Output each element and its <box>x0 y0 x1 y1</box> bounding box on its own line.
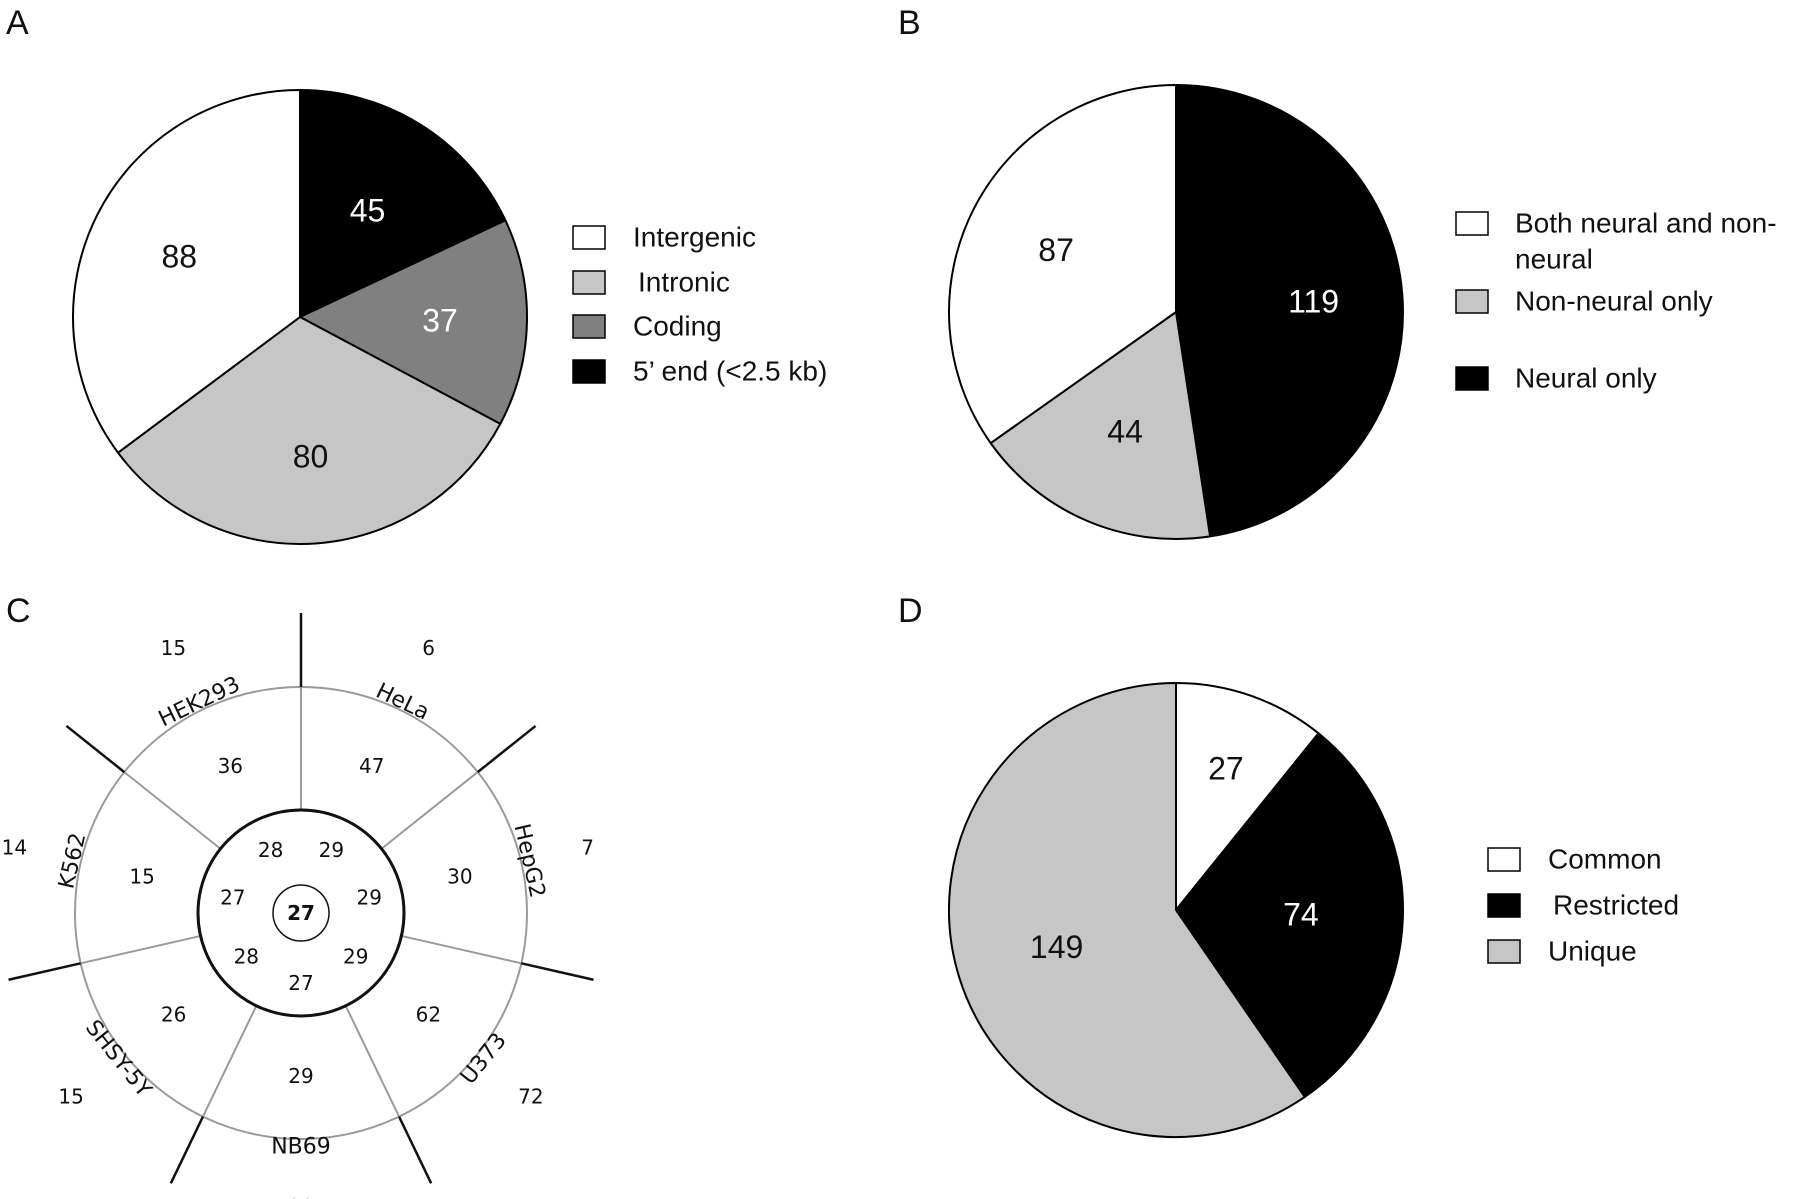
middle-value-shsy-5y: 26 <box>161 1003 186 1027</box>
inner-value-nb69: 27 <box>288 971 313 995</box>
pie-slice-both-neural-and-non-neural <box>948 84 1177 445</box>
cell-line-name-u373: U373 <box>456 1028 512 1089</box>
inner-value-k562: 27 <box>220 885 245 909</box>
middle-value-u373: 62 <box>416 1003 441 1027</box>
legend-label-non-neural-only: Non-neural only <box>1515 286 1713 317</box>
panel-letter-c: C <box>6 592 31 630</box>
pie-slice-non-neural-only <box>989 311 1212 540</box>
panel-letter-b: B <box>898 4 921 42</box>
pie-slice-common <box>1175 682 1320 911</box>
legend-swatch-coding <box>572 314 606 339</box>
pie-slice-unique <box>948 682 1306 1138</box>
legend-label-coding: Coding <box>633 311 722 342</box>
pie-slice-intronic <box>117 316 502 545</box>
slice-value-5-end-2-5-kb: 45 <box>350 193 386 229</box>
cell-line-name-shsy-5y: SHSY-5Y <box>80 1016 156 1103</box>
inner-value-hepg2: 29 <box>356 885 381 909</box>
outer-value-hela: 6 <box>422 636 435 660</box>
legend-label-both-neural-and-non: Both neural and non- <box>1515 208 1777 239</box>
sector-divider <box>401 934 522 965</box>
legend-label-neural-only: Neural only <box>1515 363 1657 394</box>
sector-divider <box>80 934 201 965</box>
center-value: 27 <box>287 901 315 925</box>
center-circle <box>272 884 330 942</box>
inner-value-hek293: 28 <box>258 838 283 862</box>
outer-value-u373: 72 <box>518 1084 543 1108</box>
pie-slice-5-end-2-5-kb <box>299 89 507 318</box>
sector-divider <box>344 1005 400 1118</box>
panel-letter-d: D <box>898 592 923 630</box>
slice-value-common: 27 <box>1208 751 1244 787</box>
middle-value-nb69: 29 <box>288 1064 313 1088</box>
inner-value-u373: 29 <box>343 945 368 969</box>
legend-swatch-restricted <box>1487 893 1521 918</box>
pie-slice-coding <box>299 219 529 425</box>
pie-chart-d: 27 74 149 <box>948 682 1404 1138</box>
cell-line-name-hek293: HEK293 <box>155 672 244 732</box>
slice-value-neural-only: 119 <box>1288 284 1339 320</box>
middle-value-hepg2: 30 <box>447 865 472 889</box>
legend-swatch-5-end-2-5-kb <box>572 359 606 384</box>
middle-value-hela: 47 <box>359 754 384 778</box>
sector-divider <box>202 1005 258 1118</box>
legend-label-5-end-2-5-kb: 5’ end (<2.5 kb) <box>633 356 827 387</box>
sector-spoke <box>169 1116 205 1184</box>
pie-chart-b: 119 44 87 <box>948 84 1404 540</box>
cell-line-name-hela: HeLa <box>372 679 433 726</box>
sector-spoke <box>8 962 81 981</box>
slice-value-intergenic: 88 <box>162 239 198 275</box>
legend-swatch-neural-only <box>1455 366 1489 391</box>
sector-divider <box>123 771 222 850</box>
legend-swatch-non-neural-only <box>1455 289 1489 314</box>
middle-value-hek293: 36 <box>218 754 243 778</box>
inner-value-shsy-5y: 28 <box>234 945 259 969</box>
panel-letter-a: A <box>6 4 29 42</box>
slice-value-both-neural-and-non-neural: 87 <box>1038 232 1074 268</box>
cell-line-name-nb69: NB69 <box>271 1135 331 1160</box>
legend-label-common: Common <box>1548 844 1662 875</box>
legend-label-neural: neural <box>1515 244 1593 275</box>
legend-swatch-both-neural-and-non-neural <box>1455 211 1489 236</box>
cell-line-name-hepg2: HepG2 <box>509 822 550 901</box>
legend-label-intronic: Intronic <box>638 267 730 298</box>
legend-swatch-intronic <box>572 270 606 295</box>
pie-slice-restricted <box>1175 732 1404 1098</box>
outer-value-shsy-5y: 15 <box>58 1084 83 1108</box>
legend-label-restricted: Restricted <box>1553 890 1679 921</box>
sector-spoke <box>397 1116 433 1184</box>
legend-label-intergenic: Intergenic <box>633 222 756 253</box>
legend-b: Both neural and non-neural Non-neural onl… <box>1455 208 1777 394</box>
legend-swatch-common <box>1487 847 1521 872</box>
legend-a: Intergenic Intronic Coding 5’ end (<2.5 kb) <box>572 222 827 387</box>
slice-value-coding: 37 <box>422 303 458 339</box>
pie-slice-neural-only <box>1175 84 1404 538</box>
outer-value-nb69: 20 <box>288 1195 313 1199</box>
slice-value-unique: 149 <box>1030 929 1083 965</box>
outer-value-k562: 14 <box>2 836 27 860</box>
inner-value-hela: 29 <box>319 838 344 862</box>
middle-value-k562: 15 <box>129 865 154 889</box>
slice-value-intronic: 80 <box>293 439 329 475</box>
sector-spoke <box>521 962 594 981</box>
legend-d: Common Restricted Unique <box>1487 844 1679 967</box>
legend-swatch-unique <box>1487 939 1521 964</box>
legend-swatch-intergenic <box>572 225 606 250</box>
slice-value-restricted: 74 <box>1283 897 1319 933</box>
sector-divider <box>380 771 479 850</box>
outer-value-hepg2: 7 <box>581 836 594 860</box>
outer-value-hek293: 15 <box>161 636 186 660</box>
sector-spoke <box>65 724 126 774</box>
cell-line-name-k562: K562 <box>54 831 91 892</box>
sector-spoke <box>476 724 537 774</box>
slice-value-non-neural-only: 44 <box>1107 414 1143 450</box>
pie-slice-intergenic <box>72 89 301 454</box>
legend-label-unique: Unique <box>1548 936 1637 967</box>
pie-chart-a: 45 37 80 88 <box>72 89 529 545</box>
